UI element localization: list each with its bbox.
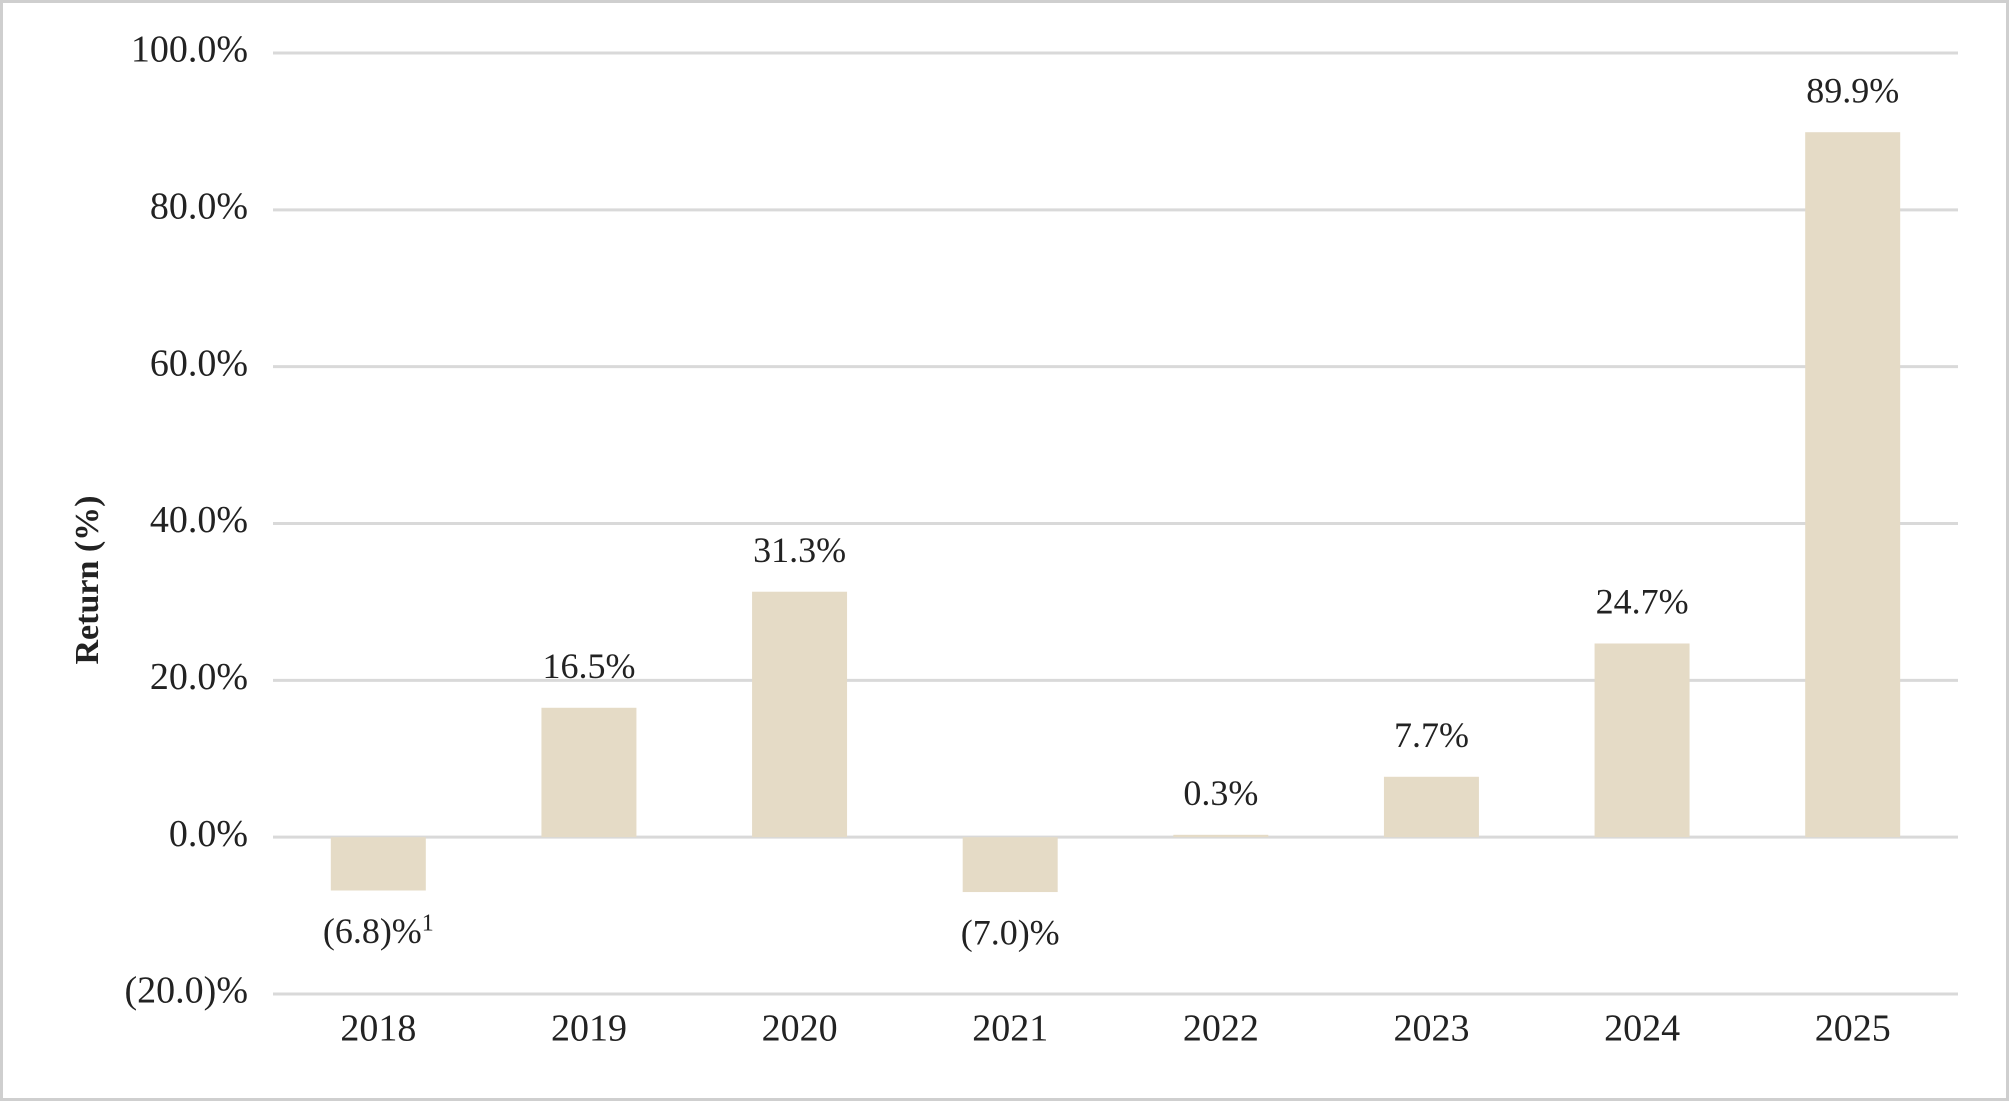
bar bbox=[962, 837, 1058, 893]
x-tick-label: 2025 bbox=[1815, 1008, 1891, 1050]
footnote-marker: 1 bbox=[422, 910, 434, 936]
data-label: 16.5% bbox=[542, 646, 635, 686]
y-tick-label: 40.0% bbox=[150, 499, 248, 541]
data-label: 31.3% bbox=[753, 530, 846, 570]
y-tick-label: 100.0% bbox=[131, 29, 248, 71]
x-tick-label: 2020 bbox=[762, 1008, 838, 1050]
y-tick-label: 60.0% bbox=[150, 342, 248, 384]
data-label: 24.7% bbox=[1596, 582, 1689, 622]
bar bbox=[1594, 643, 1690, 838]
x-tick-label: 2018 bbox=[340, 1008, 416, 1050]
y-tick-label: 20.0% bbox=[150, 656, 248, 698]
bar bbox=[1805, 132, 1901, 838]
bar bbox=[752, 591, 848, 838]
y-tick-label: 0.0% bbox=[169, 813, 248, 855]
data-label: 0.3% bbox=[1183, 773, 1258, 813]
x-tick-label: 2019 bbox=[551, 1008, 627, 1050]
data-label: (6.8)%1 bbox=[323, 910, 434, 951]
y-axis-title: Return (%) bbox=[69, 495, 106, 664]
x-tick-label: 2022 bbox=[1183, 1008, 1259, 1050]
data-label: 7.7% bbox=[1394, 715, 1469, 755]
x-tick-label: 2023 bbox=[1393, 1008, 1469, 1050]
bar bbox=[1173, 834, 1269, 838]
y-tick-label: (20.0)% bbox=[125, 970, 248, 1012]
bar bbox=[541, 707, 637, 838]
data-label: (7.0)% bbox=[961, 912, 1060, 952]
bar bbox=[1383, 776, 1479, 838]
data-label: 89.9% bbox=[1806, 70, 1899, 110]
x-tick-label: 2024 bbox=[1604, 1008, 1680, 1050]
y-tick-label: 80.0% bbox=[150, 186, 248, 228]
x-tick-label: 2021 bbox=[972, 1008, 1048, 1050]
bar bbox=[330, 837, 426, 891]
